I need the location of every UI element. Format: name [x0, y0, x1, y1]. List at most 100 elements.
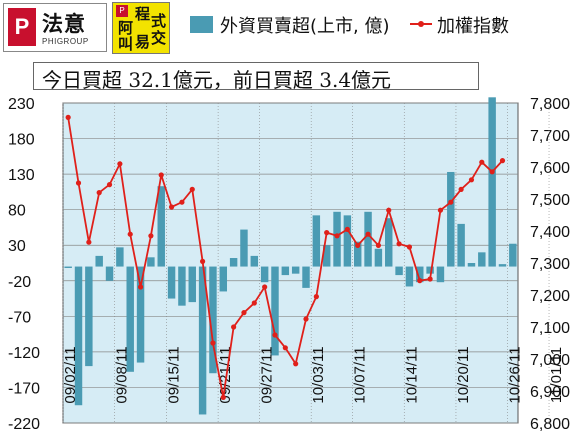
index-point [231, 324, 237, 330]
right-axis-tick-label: 7,800 [530, 96, 570, 113]
index-point [127, 231, 133, 237]
index-point [458, 186, 464, 192]
right-axis-tick-label: 7,100 [530, 320, 570, 337]
bar [219, 266, 228, 292]
bar [395, 266, 403, 276]
index-point [189, 186, 195, 192]
index-point [303, 316, 309, 322]
index-point [96, 190, 102, 196]
bar [385, 218, 393, 267]
left-axis-tick-label: -120 [8, 345, 40, 362]
index-point [406, 244, 413, 250]
algo-logo-char: 叫 [118, 35, 134, 53]
index-point [86, 239, 92, 245]
bar [229, 258, 238, 267]
bar [302, 266, 310, 288]
index-point [468, 177, 475, 183]
index-point [324, 230, 330, 236]
right-axis-tick-label: 7,400 [530, 224, 570, 241]
right-axis-tick-label: 7,700 [530, 128, 570, 145]
bar [322, 245, 331, 267]
bar [333, 211, 341, 267]
left-axis-tick-label: 180 [8, 132, 35, 149]
x-axis-date-label: 10/14/11 [403, 346, 420, 403]
bar [105, 266, 114, 281]
x-axis-date-label: 10/26/11 [507, 346, 524, 403]
index-point [65, 114, 71, 120]
bar [312, 215, 321, 267]
index-point [386, 207, 392, 213]
bar [353, 241, 362, 267]
bar [198, 266, 207, 415]
right-axis-tick-label: 7,600 [530, 160, 570, 177]
bar [95, 255, 103, 267]
right-axis-tick-label: 7,200 [530, 288, 570, 305]
x-axis-date-label: 10/20/11 [455, 346, 472, 403]
bar [343, 215, 352, 267]
algo-logo-char: 式 [151, 12, 167, 30]
index-point [448, 199, 454, 205]
legend-line-marker [418, 21, 424, 27]
index-point [200, 258, 206, 264]
legend-bar-swatch [190, 16, 213, 33]
bar [209, 266, 217, 374]
index-point [293, 361, 299, 367]
bar [291, 266, 300, 274]
right-axis-tick-label: 7,500 [530, 192, 570, 209]
bar [457, 223, 465, 267]
algo-logo-char: 交 [151, 29, 167, 47]
x-axis-date-label: 09/02/11 [62, 346, 79, 403]
index-point [262, 284, 268, 290]
index-point [251, 300, 257, 306]
right-axis-tick-label: 7,000 [530, 352, 570, 369]
left-axis-tick-label: -70 [8, 309, 31, 326]
bar [126, 266, 134, 372]
x-axis-date-label: 11/01/11 [548, 347, 565, 403]
bar [167, 266, 176, 299]
algo-logo-mark: P [116, 5, 128, 17]
index-point [117, 161, 123, 167]
bar [374, 248, 383, 267]
subtitle-box: 今日買超 32.1億元，前日買超 3.4億元 [33, 62, 479, 92]
algo-logo-char: 易 [135, 33, 151, 51]
right-axis-tick-label: 6,900 [530, 384, 570, 401]
left-axis-tick-label: 30 [8, 238, 26, 255]
left-axis-tick-label: -20 [8, 274, 31, 291]
bar [509, 243, 517, 267]
bar [116, 247, 124, 267]
bar [478, 252, 486, 267]
bar [488, 97, 496, 267]
phigroup-logo-mark: P [8, 8, 36, 46]
bar [85, 266, 93, 367]
index-point [210, 340, 216, 346]
x-axis-date-label: 10/07/11 [352, 346, 369, 403]
bar [436, 266, 445, 283]
index-point [396, 241, 402, 247]
bar [250, 255, 259, 267]
index-point [355, 242, 361, 248]
bar [178, 266, 186, 306]
index-point [220, 394, 226, 400]
index-point [168, 204, 175, 210]
index-point [179, 199, 185, 205]
left-axis-tick-label: 80 [8, 203, 26, 220]
bar [281, 266, 290, 276]
index-point [313, 294, 319, 300]
bar [147, 257, 155, 267]
index-point [106, 182, 113, 188]
index-point [137, 284, 144, 290]
left-axis-tick-label: -220 [8, 416, 40, 433]
right-axis-tick-label: 6,800 [530, 416, 570, 433]
index-point [282, 345, 288, 351]
right-axis-tick-label: 7,300 [530, 256, 570, 273]
index-point [344, 226, 350, 232]
legend-line-label: 加權指數 [437, 16, 509, 37]
index-point [334, 233, 340, 239]
x-axis-date-label: 10/03/11 [310, 346, 327, 403]
index-point [148, 233, 154, 239]
bar [364, 211, 372, 267]
bar [260, 266, 269, 283]
bar [426, 266, 434, 274]
x-axis-date-label: 09/08/11 [114, 346, 131, 403]
phigroup-logo-sub: PHIGROUP [42, 37, 89, 46]
